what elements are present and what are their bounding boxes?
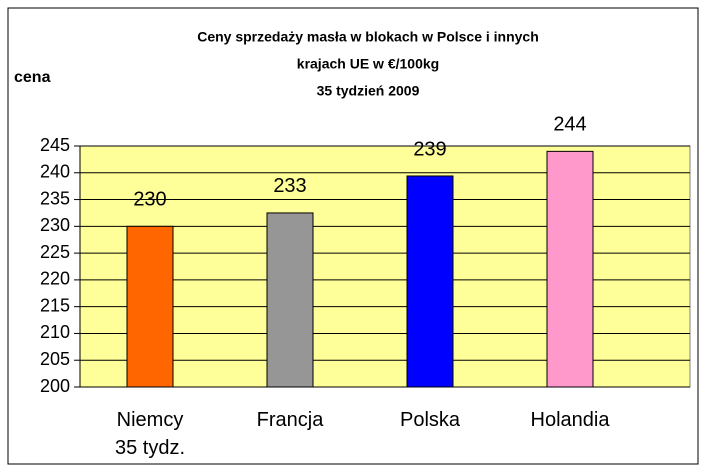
x-tick-label: Francja (256, 409, 324, 431)
bar (126, 225, 174, 388)
y-tick-label: 220 (40, 269, 70, 289)
x-tick-label: Polska (399, 409, 461, 431)
x-tick-label: Niemcy 35 tydz. (114, 409, 186, 459)
chart-title: krajach UE w €/100kg (297, 56, 439, 72)
value-label: 244 (553, 114, 586, 136)
y-tick-label: 245 (40, 135, 70, 155)
bar (546, 150, 594, 388)
y-tick-label: 230 (40, 215, 70, 235)
bar (406, 175, 454, 388)
value-label: 239 (413, 138, 446, 160)
y-tick-label: 205 (40, 349, 70, 369)
value-label: 230 (133, 189, 166, 211)
value-label: 233 (273, 175, 306, 197)
y-tick-label: 200 (40, 376, 70, 396)
y-tick-label: 225 (40, 242, 70, 262)
y-tick-label: 215 (40, 295, 70, 315)
bar (266, 212, 314, 388)
x-tick-label: Holandia (530, 409, 610, 431)
chart-title: 35 tydzień 2009 (317, 83, 420, 99)
y-tick-label: 210 (40, 322, 70, 342)
y-tick-label: 240 (40, 162, 70, 182)
y-axis-label: cena (14, 69, 51, 86)
chart-title: Ceny sprzedaży masła w blokach w Polsce … (197, 29, 539, 45)
y-tick-label: 235 (40, 188, 70, 208)
